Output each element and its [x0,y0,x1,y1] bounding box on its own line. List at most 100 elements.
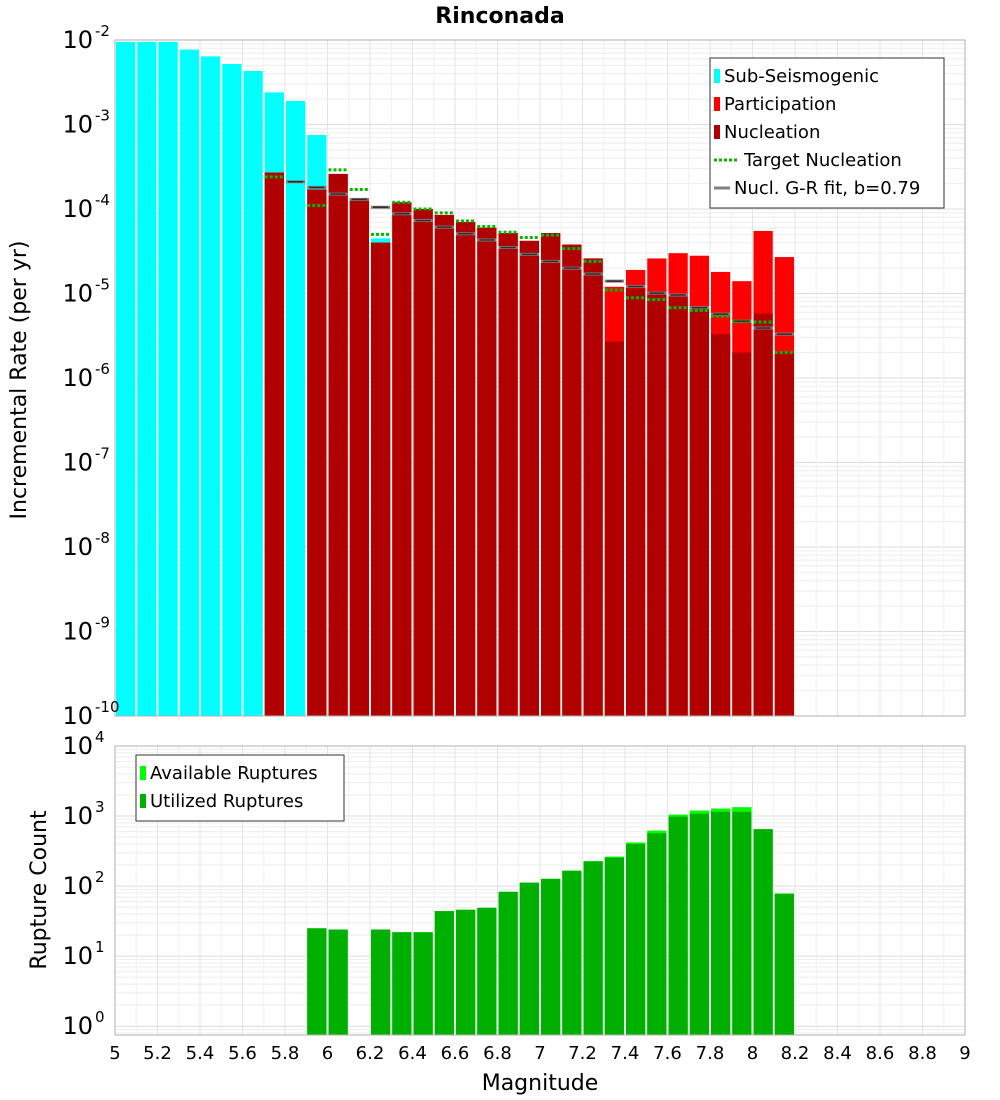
bar-nucleation [434,214,454,716]
bar-nucleation [604,341,624,716]
bar-nucleation [328,173,348,716]
bar-utilized-ruptures [604,857,624,1035]
y-tick-label: 10 [62,802,93,830]
bar-nucleation [477,227,497,716]
bar-sub-seismogenic [116,41,136,717]
legend-swatch-sub-seismogenic [714,69,720,83]
legend-label-target-nucleation: Target Nucleation [743,150,902,171]
x-tick-label: 8.6 [866,1043,895,1064]
y-tick-label: 10 [62,702,93,730]
legend-label-participation: Participation [724,94,836,115]
bar-utilized-ruptures [647,833,667,1035]
y-tick-exponent: 1 [95,938,105,956]
bar-utilized-ruptures [498,891,518,1035]
bar-utilized-ruptures [434,911,454,1035]
bar-nucleation [349,199,369,717]
bars [116,41,794,717]
x-tick-label: 5.4 [186,1043,215,1064]
bar-nucleation [264,172,284,717]
legend-label-utilized-ruptures: Utilized Ruptures [150,791,303,812]
count-y-axis-label: Rupture Count [27,810,52,970]
bar-sub-seismogenic [222,63,242,716]
y-tick-label: 10 [62,26,93,54]
y-tick-exponent: -4 [95,191,110,209]
bar-nucleation [583,258,603,716]
legend-swatch-utilized-ruptures [140,794,146,808]
y-tick-exponent: 4 [95,728,105,746]
x-tick-label: 6 [322,1043,333,1064]
bar-nucleation [498,232,518,716]
y-tick-label: 10 [62,1012,93,1040]
x-tick-label: 5.6 [228,1043,257,1064]
x-tick-label: 6.2 [356,1043,385,1064]
y-tick-exponent: 0 [95,1008,105,1026]
bar-utilized-ruptures [753,829,773,1035]
y-tick-exponent: -5 [95,276,110,294]
bar-nucleation [307,189,327,716]
legend: Available Ruptures Utilized Ruptures [135,754,345,822]
y-tick-exponent: -2 [95,22,110,40]
x-tick-label: 7.2 [568,1043,597,1064]
bar-utilized-ruptures [371,929,391,1035]
y-tick-label: 10 [62,195,93,223]
bar-utilized-ruptures [519,882,539,1035]
legend-label-available-ruptures: Available Ruptures [150,763,318,784]
x-tick-label: 7 [534,1043,545,1064]
y-tick-exponent: -10 [95,698,120,716]
y-tick-label: 10 [62,533,93,561]
x-tick-label: 8.2 [781,1043,810,1064]
x-axis-label: Magnitude [482,1071,599,1096]
y-tick-label: 10 [62,280,93,308]
legend-swatch-nucleation [714,125,720,139]
y-tick-exponent: -9 [95,614,110,632]
bar-utilized-ruptures [583,861,603,1035]
y-tick-label: 10 [62,872,93,900]
bar-nucleation [647,291,667,716]
legend: Sub-Seismogenic Participation Nucleation Ta… [709,57,945,209]
bar-nucleation [668,296,688,716]
bar-nucleation [774,352,794,716]
y-tick-exponent: -7 [95,445,110,463]
bar-utilized-ruptures [732,811,752,1035]
bar-sub-seismogenic [243,70,263,716]
bar-sub-seismogenic [286,100,306,717]
grid-lines [114,745,966,1035]
plot-frame [114,745,966,1036]
y-tick-labels: 10-210-310-410-510-610-710-810-910-10 [62,22,119,730]
legend-swatch-participation [714,97,720,111]
x-tick-label: 8.4 [823,1043,852,1064]
legend-box [709,57,945,209]
x-tick-label: 8 [747,1043,758,1064]
bar-nucleation [711,334,731,716]
bar-utilized-ruptures [392,932,412,1035]
bar-nucleation [413,209,433,716]
rate-y-axis-label: Incremental Rate (per yr) [7,241,32,520]
bar-utilized-ruptures [626,843,646,1035]
legend-box [135,754,345,822]
plot-frame [114,39,966,717]
bar-nucleation [371,242,391,717]
bar-utilized-ruptures [328,929,348,1035]
bar-utilized-ruptures [456,909,476,1035]
x-tick-label: 6.8 [483,1043,512,1064]
x-tick-label: 5 [109,1043,120,1064]
legend-label-nucleation: Nucleation [724,122,820,143]
bar-utilized-ruptures [477,907,497,1035]
legend-label-sub-seismogenic: Sub-Seismogenic [724,66,879,87]
bars [307,807,794,1035]
bar-sub-seismogenic [179,49,199,716]
bar-nucleation [753,313,773,716]
bar-sub-seismogenic [137,41,157,717]
bar-nucleation [626,288,646,716]
y-tick-label: 10 [62,618,93,646]
legend-swatch-available-ruptures [140,766,146,780]
y-tick-exponent: 2 [95,868,105,886]
x-tick-label: 7.8 [696,1043,725,1064]
x-tick-label: 5.2 [143,1043,172,1064]
bar-sub-seismogenic [158,41,178,717]
bar-sub-seismogenic [201,56,221,716]
y-tick-exponent: -6 [95,360,110,378]
bar-utilized-ruptures [413,932,433,1035]
